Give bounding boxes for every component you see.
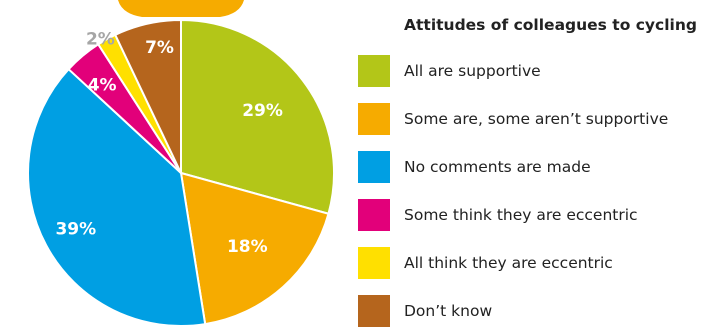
legend-item-all-eccentric: All think they are eccentric bbox=[358, 247, 708, 279]
legend-item-dont-know: Don’t know bbox=[358, 295, 708, 327]
pie-slice-label: 7% bbox=[145, 38, 174, 58]
pie-slice bbox=[180, 19, 335, 215]
pie-slice-label: 39% bbox=[55, 219, 96, 239]
pie-slice bbox=[27, 68, 207, 327]
legend-swatch bbox=[358, 55, 390, 87]
legend-label: All are supportive bbox=[404, 62, 541, 80]
legend-label: Some think they are eccentric bbox=[404, 206, 638, 224]
pie-slice bbox=[114, 19, 182, 174]
legend-item-some-eccentric: Some think they are eccentric bbox=[358, 199, 708, 231]
legend-swatch bbox=[358, 151, 390, 183]
pie-slice-label: 18% bbox=[227, 237, 268, 257]
pie-slice bbox=[180, 172, 330, 326]
legend-swatch bbox=[358, 103, 390, 135]
legend-swatch bbox=[358, 247, 390, 279]
legend-swatch bbox=[358, 295, 390, 327]
pie-slice-label: 4% bbox=[88, 75, 117, 95]
legend-title: Attitudes of colleagues to cycling bbox=[404, 16, 697, 34]
legend-item-no-comments: No comments are made bbox=[358, 151, 708, 183]
decorative-tab bbox=[118, 0, 244, 17]
legend-label: Some are, some aren’t supportive bbox=[404, 110, 669, 128]
legend-label: All think they are eccentric bbox=[404, 254, 613, 272]
pie-slice-labels: 29% 18% 39% 4% 2% 7% bbox=[55, 29, 282, 257]
legend-label: No comments are made bbox=[404, 158, 591, 176]
pie-chart: 29% 18% 39% 4% 2% 7% bbox=[27, 0, 335, 327]
pie-slices bbox=[27, 19, 335, 327]
legend-label: Don’t know bbox=[404, 302, 493, 320]
legend-item-some-supportive: Some are, some aren’t supportive bbox=[358, 103, 708, 135]
pie-slice-label: 29% bbox=[242, 101, 283, 121]
legend-swatch bbox=[358, 199, 390, 231]
pie-slice-label: 2% bbox=[86, 29, 115, 49]
legend-item-all-supportive: All are supportive bbox=[358, 55, 708, 87]
